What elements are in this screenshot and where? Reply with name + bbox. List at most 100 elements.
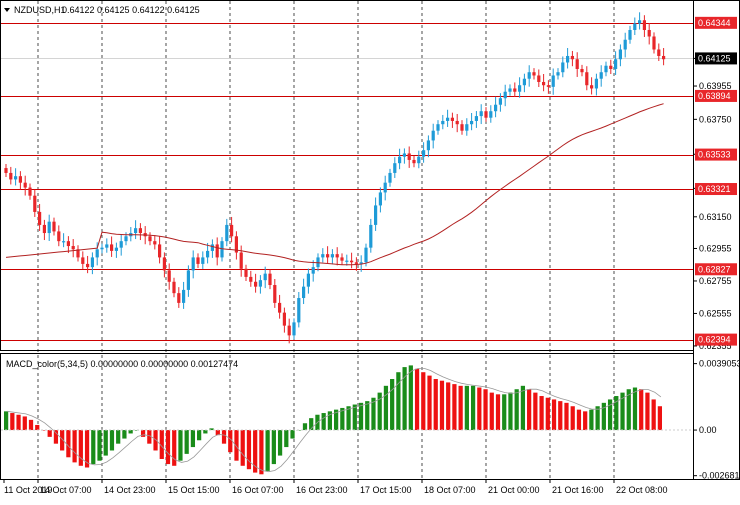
candle-body [359, 262, 363, 264]
level-price-label: 0.63533 [698, 150, 731, 160]
macd-bar [321, 413, 326, 431]
macd-bar [103, 430, 108, 456]
candle-body [508, 88, 512, 92]
candle-body [191, 257, 195, 271]
macd-bar [439, 380, 445, 431]
candle-body [9, 172, 13, 180]
time-label: 16 Oct 07:00 [232, 485, 284, 495]
candle-body [297, 298, 301, 323]
macd-bar [377, 392, 382, 431]
candle-body [186, 270, 190, 290]
macd-bar [172, 430, 177, 466]
macd-bar [545, 397, 550, 431]
candle-body [551, 75, 555, 87]
macd-bar [35, 424, 40, 431]
candle-body [100, 247, 104, 250]
macd-bar [265, 430, 270, 471]
candle-body [302, 286, 306, 299]
candle-body [124, 236, 128, 242]
candle-body [638, 20, 642, 24]
macd-bar [184, 430, 189, 454]
macd-bar [109, 430, 115, 451]
candle-body [642, 20, 646, 30]
candle-body [594, 78, 598, 89]
time-label: 11 Oct 2019 [4, 485, 52, 495]
macd-ticks: 0.0039053 0.00 -0.0026811 [693, 359, 740, 481]
candle-body [546, 85, 550, 87]
macd-bar [178, 430, 183, 461]
price-scale[interactable] [693, 0, 740, 480]
candle-body [412, 159, 416, 164]
candle-body [388, 172, 392, 183]
candle-body [38, 211, 42, 225]
macd-bar [551, 399, 557, 431]
macd-bar [601, 402, 606, 431]
macd-bar [527, 389, 532, 431]
macd-bar [408, 365, 413, 431]
macd-bar [470, 385, 476, 431]
macd-bar [620, 392, 625, 431]
time-label: 17 Oct 15:00 [360, 485, 412, 495]
candle-body [105, 244, 109, 248]
macd-bar [558, 401, 563, 431]
macd-bar [477, 387, 482, 431]
time-label: 22 Oct 08:00 [616, 485, 668, 495]
macd-bar [464, 385, 469, 431]
macd-bar [645, 392, 650, 431]
macd-bar [253, 430, 258, 473]
macd-bar [427, 375, 432, 431]
macd-bar [240, 430, 245, 466]
macd-bar [197, 430, 202, 441]
macd-bar [78, 430, 83, 466]
candle-body [393, 163, 397, 173]
macd-bar [489, 392, 494, 431]
candle-body [52, 221, 56, 232]
macd-bar [352, 404, 357, 431]
macd-bar [128, 430, 133, 434]
candle-body [86, 263, 90, 268]
macd-bar [309, 418, 314, 431]
dropdown-triangle-icon[interactable] [4, 8, 10, 12]
macd-bar [116, 430, 121, 444]
macd-bar [284, 430, 289, 448]
candle-body [350, 260, 354, 263]
macd-bar [514, 389, 519, 431]
candle-body [90, 257, 94, 268]
macd-bar [433, 379, 438, 431]
candle-body [225, 224, 229, 242]
macd-bar [147, 430, 152, 444]
time-label: 18 Oct 07:00 [424, 485, 476, 495]
time-label: 21 Oct 16:00 [552, 485, 604, 495]
macd-bar [134, 430, 139, 431]
candle-body [614, 59, 618, 69]
candle-body [162, 257, 166, 271]
chart-header: NZDUSD,H1 0.64122 0.64125 0.64122 0.6412… [4, 5, 200, 15]
macd-bar [520, 385, 526, 431]
candle-body [345, 260, 349, 262]
candle-body [426, 140, 430, 151]
candle-body [321, 254, 325, 258]
macd-bar [595, 406, 600, 431]
candle-body [42, 224, 46, 234]
candle-body [234, 236, 238, 253]
macd-bar [190, 430, 196, 448]
candle-body [177, 293, 181, 303]
candle-body [570, 55, 574, 60]
candle-body [479, 111, 483, 117]
candle-body [652, 36, 656, 50]
level-price-tag [695, 333, 737, 346]
macd-bar [632, 387, 638, 431]
macd-tick-label: -0.0026811 [699, 471, 740, 481]
candle-body [316, 257, 320, 268]
price-panel[interactable] [0, 0, 694, 351]
candle-body [455, 120, 459, 125]
current-price-tag [695, 52, 737, 65]
candle-body [633, 23, 637, 30]
candle-body [446, 117, 450, 121]
candle-body [28, 187, 32, 196]
candle-body [460, 124, 464, 131]
macd-bar [402, 367, 407, 431]
